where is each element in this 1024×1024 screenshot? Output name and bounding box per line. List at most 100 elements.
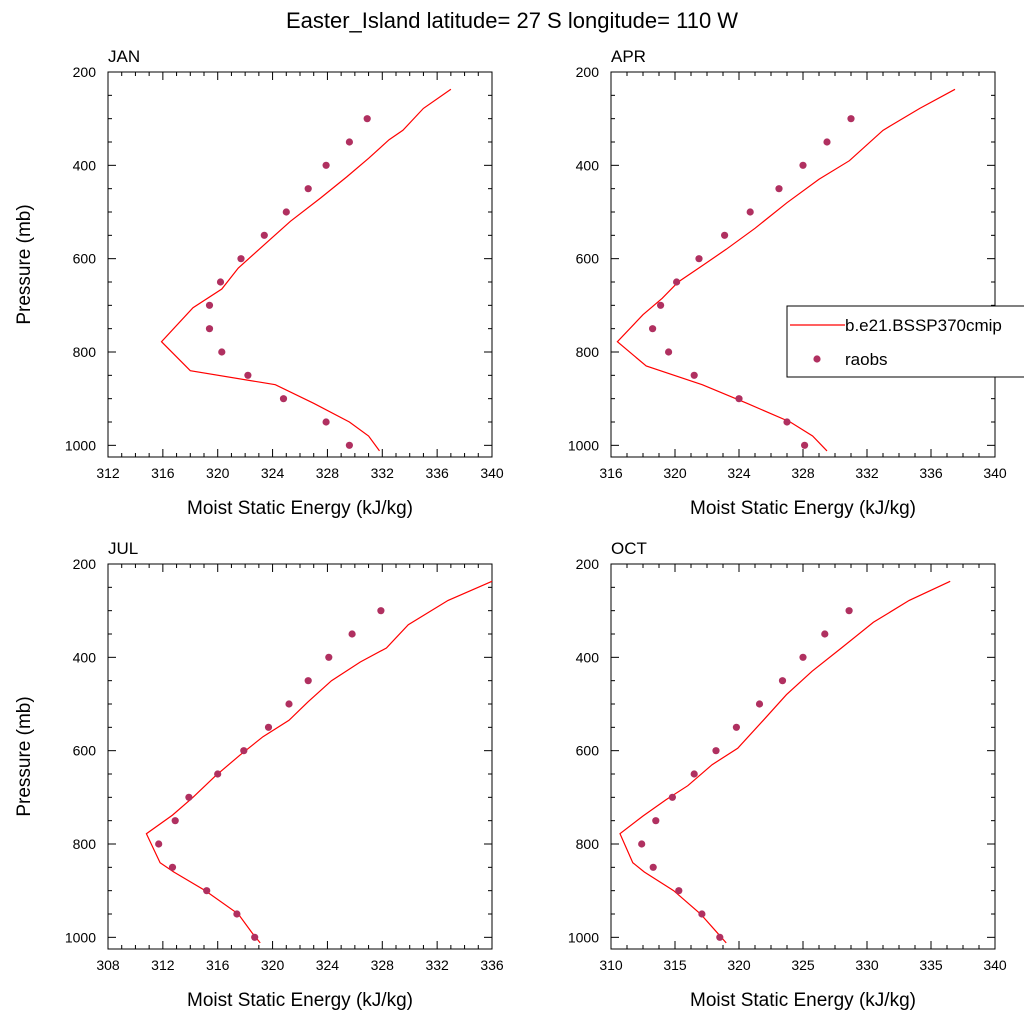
- raobs-point: [649, 325, 657, 333]
- plot-frame: [610, 71, 996, 458]
- y-tick-label: 600: [576, 743, 600, 759]
- y-tick-label: 400: [576, 157, 600, 173]
- raobs-point: [673, 278, 681, 286]
- raobs-point: [279, 395, 288, 403]
- x-tick-label: 332: [855, 465, 879, 481]
- y-tick-label: 800: [73, 836, 97, 852]
- raobs-point: [821, 630, 829, 638]
- raobs-point: [260, 231, 268, 239]
- plot-frame: [107, 563, 493, 950]
- raobs-point: [304, 677, 312, 685]
- y-tick-label: 1000: [65, 437, 96, 453]
- raobs-point: [695, 255, 703, 263]
- x-tick-label: 324: [727, 465, 751, 481]
- raobs-point: [171, 817, 179, 825]
- y-tick-label: 200: [73, 556, 97, 572]
- x-tick-label: 335: [919, 957, 943, 973]
- raobs-point: [652, 817, 660, 825]
- raobs-point: [348, 630, 356, 638]
- raobs-point: [345, 138, 353, 146]
- x-tick-label: 328: [791, 465, 815, 481]
- y-tick-label: 1000: [568, 437, 599, 453]
- raobs-point: [746, 208, 754, 216]
- y-tick-label: 200: [576, 556, 600, 572]
- x-tick-label: 324: [316, 957, 340, 973]
- raobs-point: [240, 747, 248, 755]
- raobs-point: [845, 607, 853, 615]
- x-tick-label: 328: [371, 957, 395, 973]
- raobs-point: [823, 138, 831, 146]
- panels-group: JAN 312 316 320 324 328 332 336 340 200 400 600 800 1…: [14, 47, 1007, 1011]
- legend-box: [786, 305, 1024, 378]
- x-axis-label: Moist Static Energy (kJ/kg): [187, 990, 413, 1011]
- legend-label-raobs: raobs: [845, 350, 888, 369]
- raobs-point: [690, 371, 698, 379]
- raobs-point: [657, 301, 665, 309]
- raobs-point: [698, 910, 706, 918]
- x-tick-label: 310: [599, 957, 623, 973]
- raobs-point: [264, 723, 273, 731]
- raobs-point: [778, 677, 787, 685]
- panel-oct: OCT 310 315 320 325 330 335 340 200 400 600 800 1000…: [568, 539, 1007, 1011]
- x-tick-label: 316: [206, 957, 230, 973]
- series-line-model: [616, 88, 956, 452]
- raobs-point: [285, 700, 293, 708]
- raobs-point: [716, 933, 724, 941]
- series-line-model: [160, 88, 452, 452]
- y-tick-label: 400: [73, 157, 97, 173]
- raobs-point: [377, 607, 385, 615]
- raobs-point: [345, 441, 353, 449]
- x-tick-label: 340: [480, 465, 504, 481]
- series-line-model: [145, 580, 493, 944]
- raobs-point: [322, 161, 330, 169]
- x-tick-label: 320: [727, 957, 751, 973]
- raobs-point: [203, 887, 211, 895]
- x-axis-label: Moist Static Energy (kJ/kg): [187, 498, 413, 519]
- panel-label: JUL: [108, 539, 138, 558]
- x-tick-label: 320: [261, 957, 285, 973]
- x-tick-label: 336: [425, 465, 449, 481]
- raobs-point: [732, 723, 741, 731]
- x-tick-label: 308: [96, 957, 120, 973]
- x-tick-label: 340: [983, 957, 1007, 973]
- raobs-point: [783, 418, 791, 426]
- raobs-point: [214, 770, 222, 778]
- raobs-point: [244, 371, 252, 379]
- raobs-point: [155, 840, 163, 848]
- raobs-point: [168, 863, 177, 871]
- x-tick-label: 316: [599, 465, 623, 481]
- y-axis-label: Pressure (mb): [14, 204, 35, 324]
- y-tick-label: 800: [576, 836, 600, 852]
- x-tick-label: 340: [983, 465, 1007, 481]
- y-tick-label: 400: [576, 649, 600, 665]
- x-tick-label: 312: [151, 957, 175, 973]
- y-tick-label: 600: [576, 251, 600, 267]
- raobs-point: [237, 255, 245, 263]
- raobs-point: [216, 278, 225, 286]
- y-tick-label: 600: [73, 251, 97, 267]
- raobs-point: [712, 747, 720, 755]
- x-tick-label: 332: [425, 957, 449, 973]
- raobs-point: [668, 793, 677, 801]
- raobs-point: [847, 115, 855, 123]
- legend: b.e21.BSSP370cmip raobs: [786, 305, 1024, 378]
- raobs-point: [675, 887, 683, 895]
- x-tick-label: 332: [371, 465, 395, 481]
- y-tick-label: 600: [73, 743, 97, 759]
- y-axis-label: Pressure (mb): [14, 696, 35, 816]
- y-tick-label: 200: [73, 64, 97, 80]
- x-tick-label: 330: [855, 957, 879, 973]
- raobs-point: [205, 325, 214, 333]
- x-tick-label: 336: [480, 957, 504, 973]
- raobs-point: [755, 700, 764, 708]
- series-line-model: [619, 580, 951, 944]
- x-tick-label: 320: [206, 465, 230, 481]
- legend-label-model: b.e21.BSSP370cmip: [845, 316, 1002, 335]
- raobs-point: [690, 770, 698, 778]
- panel-jan: JAN 312 316 320 324 328 332 336 340 200 400 600 800 1…: [14, 47, 504, 519]
- y-tick-label: 200: [576, 64, 600, 80]
- x-tick-label: 315: [663, 957, 687, 973]
- raobs-point: [363, 115, 371, 123]
- legend-marker-swatch: [813, 355, 821, 363]
